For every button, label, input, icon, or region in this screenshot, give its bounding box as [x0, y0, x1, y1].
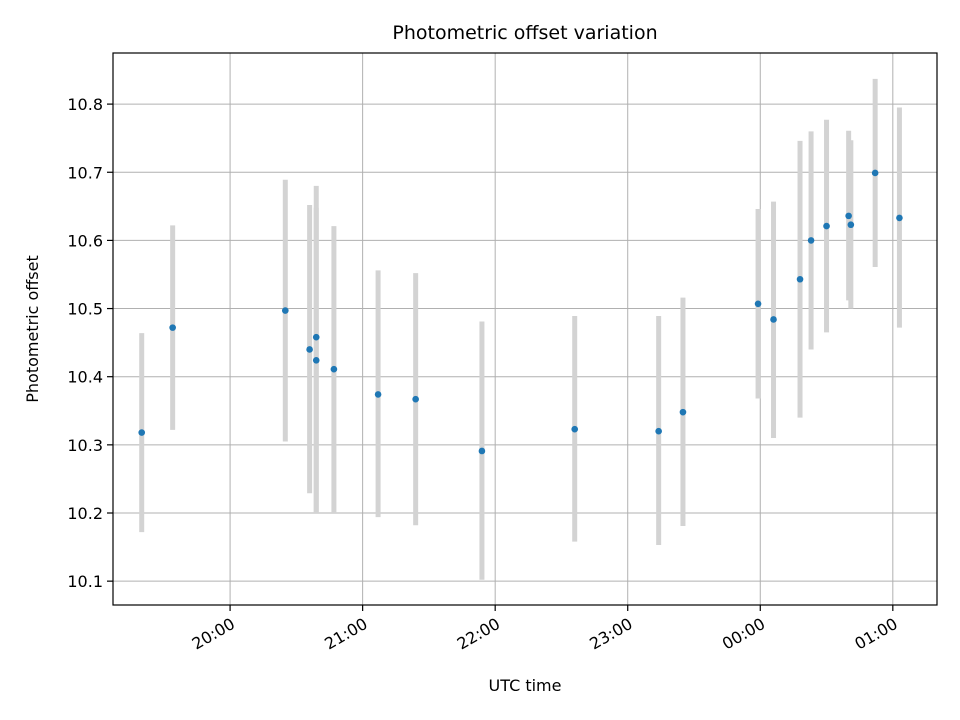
data-point	[478, 447, 486, 455]
data-point	[896, 214, 903, 222]
data-point	[169, 324, 176, 331]
data-point	[138, 429, 146, 436]
data-point	[807, 237, 815, 244]
y-axis: 10.1 10.2 10.3 10.4 10.5 10.6 10.7 10.8	[67, 95, 113, 591]
data-point	[845, 212, 852, 220]
data-points	[138, 169, 903, 455]
y-tick-label: 10.6	[67, 231, 103, 250]
y-tick-label: 10.5	[67, 300, 103, 319]
data-point	[282, 307, 289, 314]
data-point	[306, 346, 313, 353]
y-tick-label: 10.2	[67, 504, 103, 523]
data-point	[754, 300, 762, 308]
data-point	[823, 222, 830, 230]
data-point	[571, 425, 579, 433]
data-point	[655, 427, 662, 435]
grid	[113, 53, 937, 605]
chart-title: Photometric offset variation	[392, 22, 657, 44]
data-point	[312, 357, 320, 364]
data-point	[374, 391, 382, 398]
y-tick-label: 10.7	[67, 163, 103, 182]
data-point	[679, 408, 687, 416]
y-tick-label: 10.3	[67, 436, 103, 455]
plot-frame	[112, 52, 938, 606]
data-point	[770, 316, 777, 323]
data-point	[312, 333, 320, 341]
data-point	[847, 221, 855, 229]
y-axis-label: Photometric offset	[23, 255, 42, 403]
y-tick-label: 10.4	[67, 368, 103, 387]
data-point	[871, 169, 879, 177]
data-point	[412, 395, 419, 403]
x-axis-label: UTC time	[489, 676, 562, 695]
y-tick-label: 10.8	[67, 95, 103, 114]
y-tick-label: 10.1	[67, 572, 103, 591]
data-point	[330, 365, 338, 373]
data-point	[796, 275, 804, 283]
